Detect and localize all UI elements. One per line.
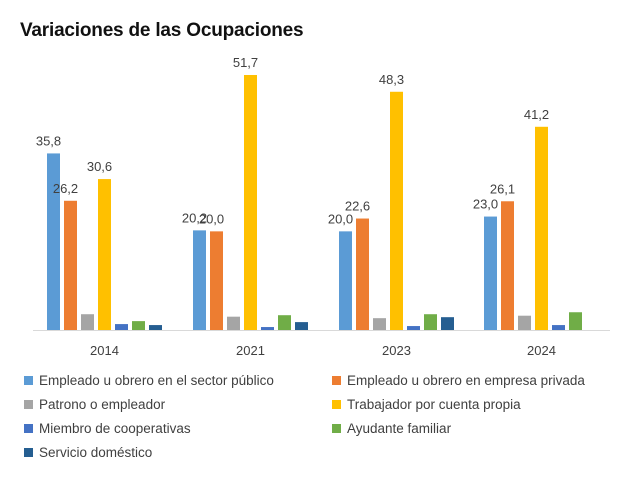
- legend-item: Ayudante familiar: [332, 421, 451, 436]
- legend-label: Ayudante familiar: [347, 421, 452, 436]
- legend-item: Trabajador por cuenta propia: [332, 397, 521, 412]
- bar: [210, 231, 223, 330]
- legend-label: Miembro de cooperativas: [39, 421, 191, 436]
- data-label: 41,2: [524, 107, 549, 122]
- x-tick-label: 2021: [236, 343, 265, 358]
- bar: [501, 201, 514, 330]
- legend-item: Servicio doméstico: [24, 445, 152, 460]
- data-label: 26,1: [490, 181, 515, 196]
- bar: [295, 322, 308, 330]
- legend-item: Patrono o empleador: [24, 397, 165, 412]
- data-label: 20,2: [182, 210, 207, 225]
- bar: [149, 325, 162, 330]
- legend-label: Patrono o empleador: [39, 397, 166, 412]
- data-label: 20,0: [328, 211, 353, 226]
- bar: [132, 321, 145, 330]
- legend-label: Servicio doméstico: [39, 445, 153, 460]
- data-label: 30,6: [87, 159, 112, 174]
- data-label: 51,7: [233, 55, 258, 70]
- x-tick-label: 2014: [90, 343, 119, 358]
- bar: [535, 126, 548, 330]
- bar: [261, 327, 274, 330]
- data-label: 23,0: [473, 197, 498, 212]
- x-tick-label: 2024: [527, 343, 556, 358]
- bar: [47, 153, 60, 330]
- bar: [424, 314, 437, 330]
- legend-swatch: [24, 424, 33, 433]
- bar: [193, 230, 206, 330]
- bar: [518, 315, 531, 330]
- legend-item: Empleado u obrero en el sector público: [24, 373, 274, 388]
- legend-item: Miembro de cooperativas: [24, 421, 191, 436]
- bar: [227, 316, 240, 330]
- data-label: 22,6: [345, 199, 370, 214]
- data-label: 20,0: [199, 211, 224, 226]
- legend-item: Empleado u obrero en empresa privada: [332, 373, 585, 388]
- legend-swatch: [24, 376, 33, 385]
- legend-swatch: [24, 400, 33, 409]
- bar: [339, 231, 352, 330]
- legend-label: Empleado u obrero en empresa privada: [347, 373, 585, 388]
- bar: [356, 218, 369, 330]
- bar: [115, 324, 128, 330]
- legend-swatch: [24, 448, 33, 457]
- bar: [278, 315, 291, 330]
- chart-title: Variaciones de las Ocupaciones: [20, 20, 304, 41]
- data-label: 48,3: [379, 72, 404, 87]
- legend-label: Trabajador por cuenta propia: [347, 397, 521, 412]
- bar: [484, 216, 497, 330]
- bar: [552, 325, 565, 330]
- bar: [98, 179, 111, 330]
- bar: [373, 318, 386, 330]
- bar: [244, 75, 257, 330]
- bar: [569, 312, 582, 330]
- bar: [441, 317, 454, 330]
- bar: [407, 326, 420, 330]
- x-tick-label: 2023: [382, 343, 411, 358]
- bar: [390, 91, 403, 330]
- legend-swatch: [332, 424, 341, 433]
- bar: [64, 200, 77, 330]
- data-label: 26,2: [53, 181, 78, 196]
- plot-area: 35,820,2 20,023,026,220,022,626,130,651,7…: [33, 55, 610, 358]
- data-label: 35,8: [36, 133, 61, 148]
- bar: [81, 314, 94, 330]
- legend-swatch: [332, 376, 341, 385]
- legend-swatch: [332, 400, 341, 409]
- legend-label: Empleado u obrero en el sector público: [39, 373, 274, 388]
